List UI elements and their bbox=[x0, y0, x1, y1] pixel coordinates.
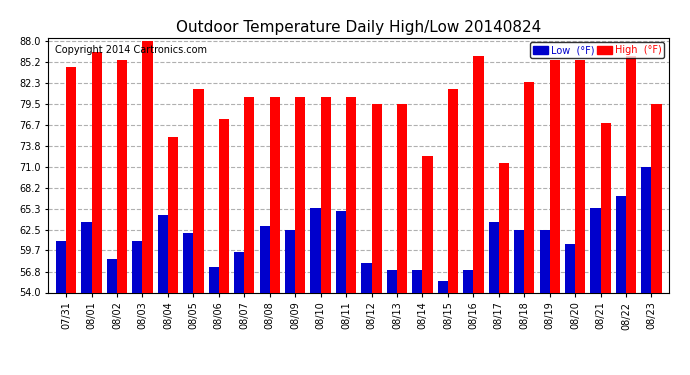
Title: Outdoor Temperature Daily High/Low 20140824: Outdoor Temperature Daily High/Low 20140… bbox=[176, 20, 542, 35]
Bar bbox=[524, 82, 535, 292]
Bar bbox=[575, 60, 585, 292]
Bar bbox=[132, 241, 142, 292]
Bar bbox=[310, 207, 321, 292]
Bar bbox=[208, 267, 219, 292]
Bar bbox=[489, 222, 499, 292]
Bar bbox=[259, 226, 270, 292]
Text: Copyright 2014 Cartronics.com: Copyright 2014 Cartronics.com bbox=[55, 45, 206, 55]
Bar bbox=[448, 89, 458, 292]
Bar bbox=[371, 104, 382, 292]
Bar bbox=[270, 97, 280, 292]
Bar bbox=[183, 233, 193, 292]
Bar bbox=[295, 97, 306, 292]
Bar bbox=[244, 97, 255, 292]
Bar bbox=[387, 270, 397, 292]
Bar bbox=[346, 97, 356, 292]
Bar bbox=[117, 60, 127, 292]
Bar bbox=[158, 215, 168, 292]
Bar bbox=[92, 52, 101, 292]
Bar bbox=[514, 230, 524, 292]
Bar bbox=[219, 119, 229, 292]
Bar bbox=[56, 241, 66, 292]
Bar bbox=[81, 222, 92, 292]
Bar bbox=[285, 230, 295, 292]
Bar bbox=[107, 259, 117, 292]
Bar bbox=[565, 244, 575, 292]
Bar bbox=[142, 41, 152, 292]
Bar bbox=[591, 207, 600, 292]
Bar bbox=[463, 270, 473, 292]
Bar bbox=[168, 137, 178, 292]
Bar bbox=[234, 252, 244, 292]
Bar bbox=[651, 104, 662, 292]
Bar bbox=[473, 56, 484, 292]
Bar bbox=[540, 230, 550, 292]
Bar bbox=[193, 89, 204, 292]
Legend: Low  (°F), High  (°F): Low (°F), High (°F) bbox=[531, 42, 664, 58]
Bar bbox=[362, 263, 371, 292]
Bar bbox=[397, 104, 407, 292]
Bar bbox=[499, 163, 509, 292]
Bar bbox=[437, 281, 448, 292]
Bar bbox=[641, 167, 651, 292]
Bar bbox=[616, 196, 626, 292]
Bar bbox=[550, 60, 560, 292]
Bar bbox=[412, 270, 422, 292]
Bar bbox=[626, 56, 636, 292]
Bar bbox=[600, 123, 611, 292]
Bar bbox=[66, 67, 77, 292]
Bar bbox=[422, 156, 433, 292]
Bar bbox=[336, 211, 346, 292]
Bar bbox=[321, 97, 331, 292]
